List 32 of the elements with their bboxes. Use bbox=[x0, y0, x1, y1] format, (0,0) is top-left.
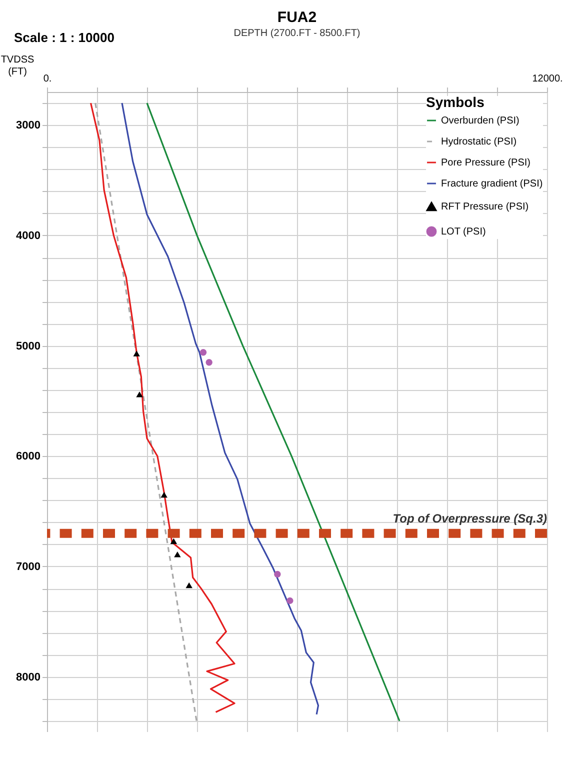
y-tick-label: 8000 bbox=[16, 671, 40, 684]
y-axis-title: TVDSS (FT) bbox=[0, 54, 34, 78]
legend-label: LOT (PSI) bbox=[441, 226, 486, 238]
ref-line-label: Top of Overpressure (Sq.3) bbox=[392, 511, 547, 526]
point bbox=[274, 570, 281, 578]
point bbox=[170, 538, 178, 544]
legend-label: Pore Pressure (PSI) bbox=[441, 158, 530, 168]
point bbox=[286, 597, 294, 604]
point bbox=[136, 391, 143, 398]
legend-label: Hydrostatic (PSI) bbox=[441, 136, 517, 148]
point bbox=[174, 551, 181, 558]
chart-title: FUA2 bbox=[277, 9, 317, 26]
line-series bbox=[121, 102, 320, 716]
legend-label: Fracture gradient (PSI) bbox=[441, 178, 543, 190]
point bbox=[160, 492, 168, 498]
chart-subtitle: DEPTH (2700.FT - 8500.FT) bbox=[234, 28, 360, 39]
x-tick-label: 0. bbox=[43, 74, 52, 84]
point bbox=[206, 358, 212, 366]
point bbox=[133, 350, 140, 356]
y-tick-label: 4000 bbox=[16, 230, 40, 242]
point bbox=[186, 582, 192, 588]
legend-label: RFT Pressure (PSI) bbox=[441, 202, 529, 212]
y-tick-label: 6000 bbox=[16, 450, 40, 463]
point bbox=[200, 349, 207, 356]
legend-title: Symbols bbox=[426, 94, 485, 110]
y-tick-label: 5000 bbox=[16, 340, 40, 352]
y-tick-label: 3000 bbox=[16, 120, 40, 132]
x-tick-label: 12000. bbox=[532, 74, 563, 84]
line-series bbox=[90, 102, 236, 713]
y-tick-label: 7000 bbox=[16, 560, 40, 573]
legend-label: Overburden (PSI) bbox=[441, 116, 520, 126]
text: Scale : 1 : 10000 bbox=[14, 30, 114, 45]
